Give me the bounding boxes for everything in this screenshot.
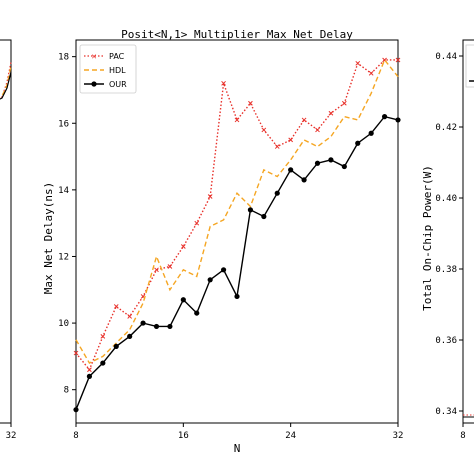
series-our-point [234,293,240,300]
series-our-point [207,277,213,283]
series-pac-point [288,137,294,143]
y-tick-label: 18 [58,53,69,63]
right-panel-y-tick-label: 0.38 [435,265,457,275]
series-pac-point [87,367,92,373]
x-axis-label: N [234,442,241,455]
plot-frame [75,39,399,424]
series-pac-line [75,59,398,372]
series-our-point [167,323,173,330]
series-our-point [153,323,160,330]
legend-our-marker [91,81,97,87]
series-our-point [261,213,267,220]
series-pac-point [355,60,361,66]
x-tick-label: 32 [393,431,404,441]
left-panel-frame [0,39,12,424]
left-panel-xtick-label: 32 [6,431,17,441]
legend-our-label: OUR [109,80,127,89]
y-tick-label: 8 [64,386,69,396]
series-our-point [368,130,374,136]
series-our-point [86,373,93,379]
series-our-point [100,360,106,366]
right-panel-y-tick-label: 0.36 [435,336,457,346]
series-pac-point [127,314,133,319]
series-pac-point [113,304,119,309]
series-our-point [194,310,200,316]
x-tick-label: 8 [73,431,78,441]
y-tick-label: 10 [58,319,69,329]
y-tick-label: 16 [58,119,69,129]
right-panel: 0.34 0.36 0.38 0.40 0.42 0.44 Total On-Chip P… [421,39,474,441]
x-tick-label: 16 [178,431,189,441]
series-our-point [341,163,347,170]
y-axis-label: Max Net Delay(ns) [42,182,55,295]
series-our-point [301,177,307,183]
series-pac-point [315,127,320,133]
right-panel-xtick-label: 8 [460,431,465,441]
series-pac-point [167,264,173,269]
right-panel-y-tick-label: 0.34 [435,407,457,417]
series-our-point [288,167,294,173]
x-tick-label: 24 [285,431,296,441]
right-panel-y-tick-label: 0.44 [435,52,457,62]
legend-pac-marker: ✕ [91,53,97,61]
series-layer [73,57,401,413]
series-pac-point [221,80,226,86]
left-panel-hdl-line [0,65,12,99]
legend-pac-label: PAC [109,52,125,61]
right-panel-legend-box [465,44,474,88]
y-tick-label: 14 [58,186,69,196]
series-pac-point [274,144,280,149]
series-pac-point [328,110,334,116]
legend-hdl-label: HDL [109,66,126,75]
right-panel-y-tick-label: 0.40 [435,194,457,204]
series-pac-point [261,127,267,133]
right-panel-y-tick-label: 0.42 [435,123,457,133]
series-our-point [180,297,186,303]
legend: ✕ PAC HDL OUR [79,44,137,94]
right-panel-y-axis-label: Total On-Chip Power(W) [421,165,434,311]
series-our-point [220,267,227,273]
series-hdl-line [75,58,399,364]
y-tick-label: 12 [58,252,69,262]
series-pac-point [73,350,79,356]
series-our-point [314,160,321,166]
series-pac-point [154,267,159,273]
left-panel: 32 [0,39,17,441]
series-our-point [73,407,79,413]
series-pac-point [234,117,240,123]
series-our-line [75,115,399,410]
series-our-point [140,320,146,326]
series-our-point [395,117,401,123]
series-pac-point [341,100,347,106]
series-pac-point [301,117,307,123]
series-pac-point [395,57,401,63]
series-pac-point [100,334,106,339]
series-pac-point [368,70,374,76]
series-pac-point [180,244,186,249]
main-chart: Posit<N,1> Multiplier Max Net Delay 8 16 2… [42,28,403,455]
left-panel-our-line [0,71,12,100]
series-our-point [355,140,361,146]
series-our-point [274,190,280,196]
left-panel-pac-line [0,61,12,100]
legend-box [79,44,137,94]
series-pac-point [194,220,200,226]
series-our-point [247,207,254,213]
series-pac-point [207,194,213,199]
series-our-point [328,157,334,163]
y-axis-ticks: 8 10 12 14 16 18 [58,53,76,396]
series-pac-point [248,100,253,106]
series-our-point [127,333,133,340]
chart-title: Posit<N,1> Multiplier Max Net Delay [121,28,353,41]
series-our-point [381,114,388,120]
x-axis-ticks: 8 16 24 32 [73,423,403,441]
right-panel-y-ticks: 0.34 0.36 0.38 0.40 0.42 0.44 [435,52,463,417]
series-our-point [113,343,119,349]
right-panel-frame [462,39,474,424]
